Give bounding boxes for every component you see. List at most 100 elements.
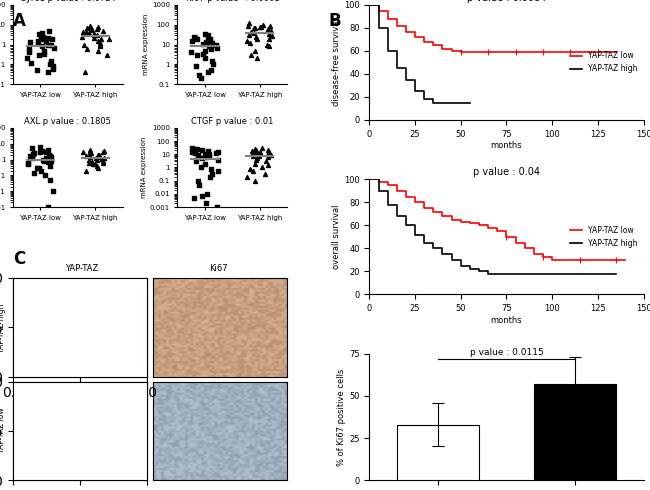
Point <box>257 144 267 152</box>
Title: p value : 0.0084: p value : 0.0084 <box>467 0 546 3</box>
Point <box>212 44 222 51</box>
Bar <box>396 424 479 480</box>
Point <box>245 51 255 59</box>
Point <box>25 59 36 67</box>
Point <box>37 29 47 37</box>
Point <box>192 152 203 160</box>
Point <box>244 31 254 39</box>
Point <box>47 36 57 44</box>
Point <box>78 28 88 36</box>
Point <box>33 39 44 47</box>
Point <box>94 151 104 159</box>
Point <box>263 150 274 158</box>
Point <box>90 154 101 162</box>
Point <box>254 151 264 159</box>
Point <box>27 154 37 162</box>
Point <box>83 150 94 158</box>
Point <box>261 41 272 49</box>
Point <box>198 40 209 48</box>
Point <box>202 199 212 207</box>
Y-axis label: mRNA expression: mRNA expression <box>143 14 149 75</box>
Point <box>192 35 203 43</box>
Point <box>263 25 273 33</box>
Point <box>254 147 265 155</box>
Point <box>82 24 92 32</box>
Point <box>93 23 103 30</box>
Point <box>45 176 55 184</box>
Title: AXL p value : 0.1805: AXL p value : 0.1805 <box>25 117 111 125</box>
Point <box>85 146 96 154</box>
Point <box>192 151 203 159</box>
Title: Cyr61 p value : 0.0724: Cyr61 p value : 0.0724 <box>20 0 116 3</box>
Point <box>34 51 44 59</box>
Point <box>243 19 254 27</box>
Point <box>190 34 200 42</box>
Point <box>84 159 94 167</box>
Point <box>44 60 55 68</box>
Point <box>32 164 42 172</box>
Point <box>40 172 50 179</box>
Point <box>94 151 105 159</box>
Point <box>32 67 42 74</box>
Point <box>95 41 105 49</box>
Point <box>92 151 103 159</box>
Point <box>192 177 203 185</box>
Point <box>188 194 199 202</box>
Point <box>34 30 45 38</box>
Point <box>29 169 39 176</box>
Point <box>98 27 108 35</box>
Point <box>41 154 51 162</box>
Point <box>93 47 103 54</box>
Point <box>187 147 197 155</box>
Point <box>78 148 88 156</box>
Point <box>208 60 218 68</box>
Point <box>204 38 214 46</box>
Point <box>28 150 38 158</box>
Point <box>43 146 53 154</box>
Point <box>250 160 261 168</box>
Point <box>250 145 260 153</box>
Point <box>38 33 49 41</box>
Point <box>92 162 103 170</box>
Point <box>203 69 213 76</box>
Point <box>255 150 265 158</box>
Point <box>256 24 266 31</box>
Point <box>48 62 58 70</box>
Point <box>88 160 98 168</box>
Point <box>95 43 105 50</box>
Point <box>186 49 196 56</box>
Title: p value : 0.04: p value : 0.04 <box>473 167 540 177</box>
Point <box>263 35 274 43</box>
Point <box>202 190 213 198</box>
Point <box>92 156 102 164</box>
Point <box>27 145 37 152</box>
Point <box>246 28 257 36</box>
Point <box>213 148 223 156</box>
Point <box>263 26 274 34</box>
Point <box>38 156 48 164</box>
Point <box>188 33 199 41</box>
Point <box>36 31 46 39</box>
Point <box>84 29 94 37</box>
Legend: YAP-TAZ low, YAP-TAZ high: YAP-TAZ low, YAP-TAZ high <box>568 49 640 75</box>
Point <box>77 33 87 41</box>
Point <box>204 150 214 158</box>
Point <box>43 69 53 76</box>
Point <box>265 30 275 38</box>
Point <box>190 149 200 157</box>
Point <box>207 41 218 49</box>
Point <box>84 156 94 164</box>
Point <box>81 167 91 174</box>
Point <box>33 37 44 45</box>
Point <box>36 35 47 43</box>
Point <box>87 158 98 166</box>
Point <box>200 160 211 168</box>
Point <box>25 151 35 159</box>
Y-axis label: disease-free survival: disease-free survival <box>332 19 341 106</box>
Point <box>203 147 214 155</box>
Point <box>252 36 262 44</box>
Point <box>196 154 207 162</box>
Point <box>95 153 105 161</box>
Point <box>196 192 207 200</box>
Point <box>251 147 261 154</box>
